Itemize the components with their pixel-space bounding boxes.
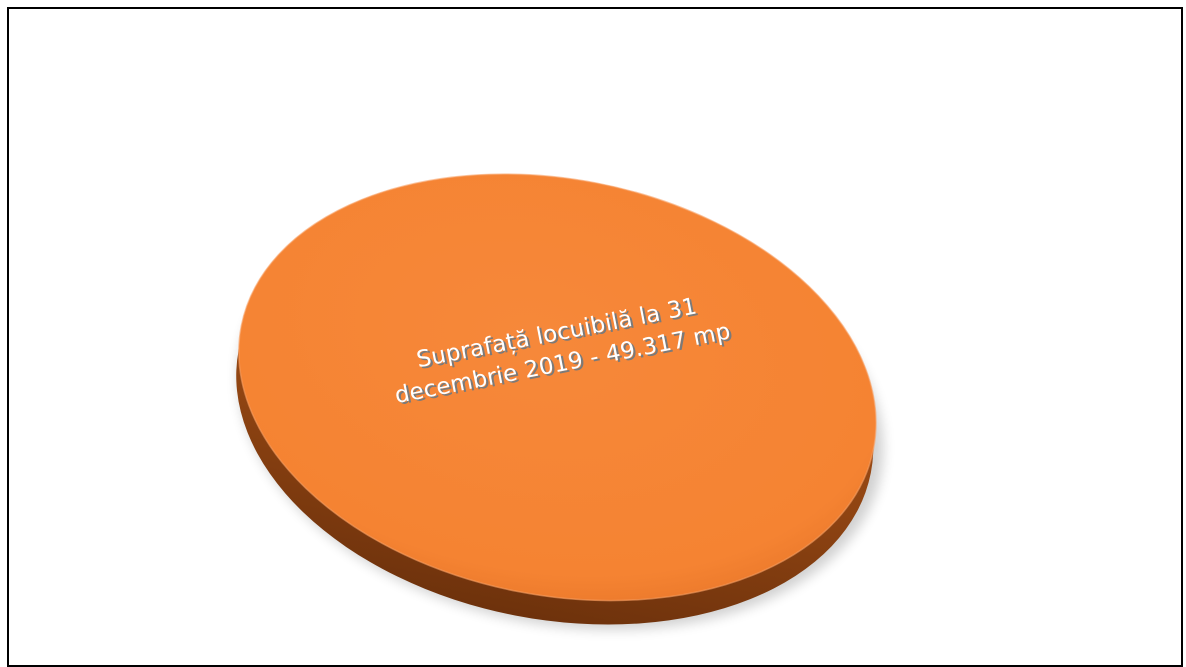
pie-slice	[238, 173, 877, 602]
